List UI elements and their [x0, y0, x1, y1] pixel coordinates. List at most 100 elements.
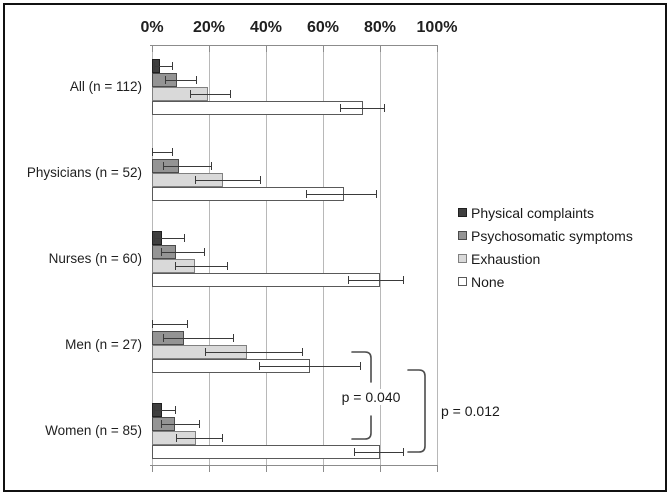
- category-label: Physicians (n = 52): [26, 165, 142, 180]
- error-bar-cap-left: [160, 420, 162, 428]
- error-bar-cap-left: [339, 104, 341, 112]
- gridline-20%: [209, 45, 210, 465]
- category-label: Men (n = 27): [65, 337, 142, 352]
- error-bar: [195, 180, 261, 181]
- x-axis-tick-label: 80%: [363, 19, 397, 36]
- legend-label: Exhaustion: [471, 250, 541, 267]
- error-bar: [162, 166, 212, 167]
- error-bar-cap-right: [403, 276, 405, 284]
- gridline-40%: [266, 45, 267, 465]
- error-bar-cap-right: [260, 176, 262, 184]
- legend-label: Physical complaints: [471, 204, 594, 221]
- legend-swatch-icon: [458, 277, 467, 286]
- error-bar-cap-left: [175, 434, 177, 442]
- error-bar-cap-left: [153, 62, 155, 70]
- error-bar-cap-right: [211, 162, 213, 170]
- error-bar-cap-right: [222, 434, 224, 442]
- error-bar-cap-right: [171, 148, 173, 156]
- error-bar: [160, 424, 200, 425]
- legend-label: Psychosomatic symptoms: [471, 227, 633, 244]
- error-bar-cap-left: [154, 406, 156, 414]
- category-label: Nurses (n = 60): [48, 251, 142, 266]
- error-bar-cap-left: [162, 162, 164, 170]
- x-axis-tick-label: 60%: [306, 19, 340, 36]
- x-axis-line-top: [150, 45, 438, 46]
- error-bar: [174, 266, 228, 267]
- error-bar-cap-left: [205, 348, 207, 356]
- error-bar: [160, 252, 205, 253]
- legend-item-exhaustion: Exhaustion: [458, 248, 540, 269]
- gridline-100%: [437, 45, 438, 465]
- error-bar-cap-left: [152, 148, 153, 156]
- axis-tick-bottom: [323, 465, 324, 472]
- figure-frame-border: [3, 3, 667, 492]
- error-bar-cap-right: [199, 420, 201, 428]
- error-bar: [152, 324, 187, 325]
- error-bar-cap-left: [348, 276, 350, 284]
- x-axis-line-bottom: [150, 465, 438, 466]
- error-bar-cap-right: [233, 334, 235, 342]
- error-bar-cap-right: [402, 448, 404, 456]
- gridline-80%: [380, 45, 381, 465]
- error-bar: [354, 452, 403, 453]
- legend-item-psychosomatic-symptoms: Psychosomatic symptoms: [458, 225, 633, 246]
- category-label: All (n = 112): [69, 79, 142, 94]
- error-bar: [154, 410, 176, 411]
- error-bar: [258, 366, 361, 367]
- error-bar: [305, 194, 376, 195]
- axis-tick-top: [437, 45, 438, 52]
- legend-swatch-icon: [458, 254, 467, 263]
- error-bar-cap-right: [375, 190, 377, 198]
- x-axis-tick-label: 20%: [192, 19, 226, 36]
- category-label: Women (n = 85): [45, 423, 142, 438]
- error-bar: [189, 94, 231, 95]
- axis-tick-top: [266, 45, 267, 52]
- error-bar-cap-left: [195, 176, 197, 184]
- error-bar: [164, 80, 197, 81]
- error-bar-cap-right: [383, 104, 385, 112]
- error-bar: [175, 438, 223, 439]
- error-bar-cap-right: [204, 248, 206, 256]
- error-bar-cap-right: [196, 76, 198, 84]
- error-bar: [205, 352, 303, 353]
- error-bar-cap-right: [227, 262, 229, 270]
- gridline-60%: [323, 45, 324, 465]
- error-bar-cap-left: [189, 90, 191, 98]
- x-axis-tick-label: 40%: [249, 19, 283, 36]
- axis-tick-bottom: [437, 465, 438, 472]
- error-bar-cap-left: [160, 248, 162, 256]
- axis-tick-top: [323, 45, 324, 52]
- error-bar-cap-left: [152, 320, 153, 328]
- error-bar: [152, 152, 172, 153]
- legend-swatch-icon: [458, 208, 467, 217]
- error-bar-cap-left: [154, 234, 156, 242]
- x-axis-tick-label: 0%: [140, 19, 164, 36]
- axis-tick-bottom: [209, 465, 210, 472]
- axis-tick-top: [380, 45, 381, 52]
- error-bar-cap-left: [162, 334, 164, 342]
- error-bar-cap-right: [302, 348, 304, 356]
- axis-tick-top: [209, 45, 210, 52]
- error-bar: [348, 280, 404, 281]
- error-bar-cap-left: [354, 448, 356, 456]
- error-bar-cap-left: [258, 362, 260, 370]
- error-bar-cap-right: [186, 320, 188, 328]
- p-value-label-2: p = 0.012: [441, 403, 513, 419]
- error-bar-cap-right: [230, 90, 232, 98]
- error-bar-cap-right: [175, 406, 177, 414]
- axis-tick-top: [152, 45, 153, 52]
- error-bar: [154, 238, 185, 239]
- error-bar-cap-right: [184, 234, 186, 242]
- p-value-label-1: p = 0.040: [337, 389, 405, 405]
- axis-tick-bottom: [152, 465, 153, 472]
- error-bar-cap-left: [164, 76, 166, 84]
- error-bar: [153, 66, 172, 67]
- legend-item-physical-complaints: Physical complaints: [458, 202, 594, 223]
- error-bar: [339, 108, 384, 109]
- axis-tick-bottom: [266, 465, 267, 472]
- error-bar: [162, 338, 234, 339]
- axis-tick-bottom: [380, 465, 381, 472]
- error-bar-cap-right: [171, 62, 173, 70]
